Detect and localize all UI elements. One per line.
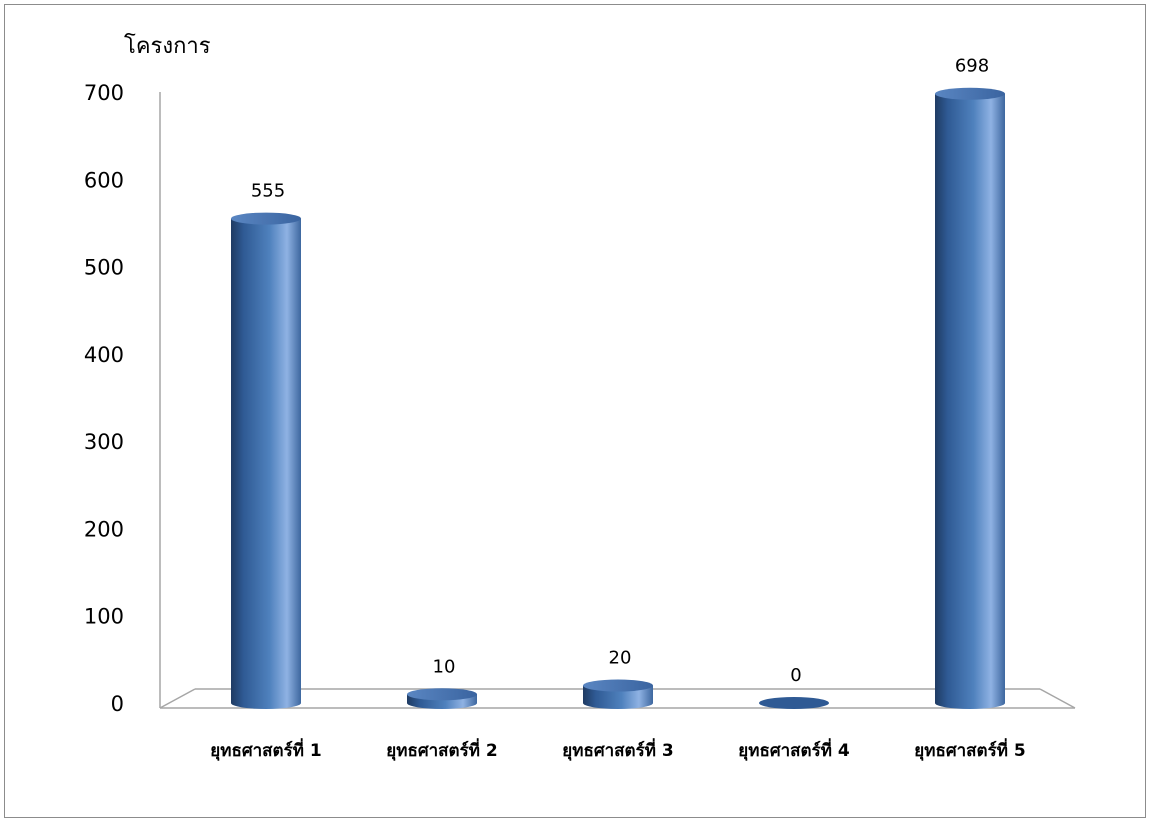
y-tick-label: 500: [84, 256, 124, 280]
bar-body: [935, 93, 1005, 709]
bar-body: [231, 218, 301, 710]
data-label: 698: [955, 56, 989, 77]
x-tick-label: ยุทธศาสตร์ที่ 5: [914, 738, 1025, 761]
y-tick-label: 0: [111, 692, 124, 716]
y-tick-label: 100: [84, 605, 124, 629]
floor-right-edge: [1039, 688, 1076, 709]
y-tick-label: 300: [84, 430, 124, 454]
floor-left-edge: [159, 688, 196, 709]
x-tick-label: ยุทธศาสตร์ที่ 2: [386, 738, 497, 761]
bar: [231, 212, 301, 710]
bar-top: [583, 679, 653, 692]
y-tick-label: 200: [84, 517, 124, 541]
y-axis-title: โครงการ: [124, 34, 211, 59]
y-tick-label: 600: [84, 168, 124, 192]
x-tick-label: ยุทธศาสตร์ที่ 3: [562, 738, 673, 761]
y-tick-label: 400: [84, 343, 124, 367]
y-tick-label: 700: [84, 81, 124, 105]
bar-top: [407, 688, 477, 701]
bar-top: [231, 212, 301, 225]
bar: [759, 697, 829, 709]
bar-top: [935, 87, 1005, 100]
data-label: 20: [609, 648, 632, 669]
bar: [407, 688, 477, 709]
bar-top: [759, 697, 829, 709]
x-tick-label: ยุทธศาสตร์ที่ 4: [738, 738, 850, 761]
data-label: 0: [790, 665, 801, 686]
data-label: 10: [433, 656, 456, 677]
data-label: 555: [251, 181, 285, 202]
x-tick-label: ยุทธศาสตร์ที่ 1: [210, 738, 321, 761]
bar-body: [583, 685, 653, 709]
bar: [583, 679, 653, 709]
bar: [935, 87, 1005, 709]
